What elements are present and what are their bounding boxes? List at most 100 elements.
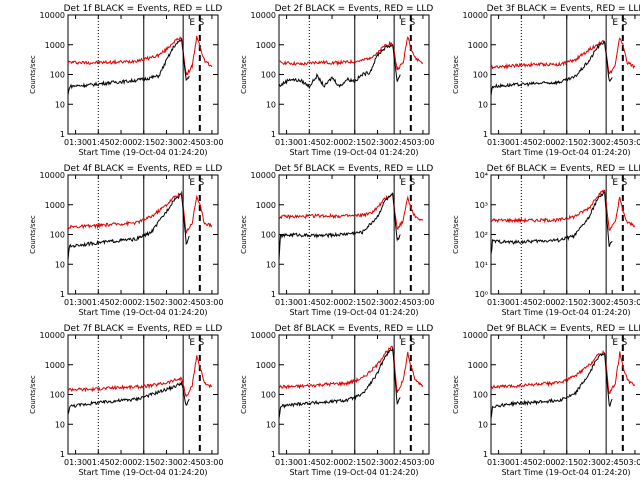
- y-tick-label: 1: [483, 130, 488, 139]
- x-tick-label: 01:45: [510, 138, 533, 147]
- y-tick-label: 1: [60, 130, 65, 139]
- x-tick-label: 01:45: [87, 458, 110, 467]
- marker-label-E: E: [612, 178, 618, 188]
- marker-label-S: S: [409, 18, 415, 28]
- series-black-events: [67, 380, 190, 415]
- y-tick-label: 100: [473, 71, 488, 80]
- x-tick-label: 02:30: [155, 458, 178, 467]
- x-tick-label: 02:45: [178, 138, 201, 147]
- panel-3: Det 3f BLACK = Events, RED = LLD 1 10 100 10…: [452, 4, 640, 157]
- panel-7: Det 7f BLACK = Events, RED = LLD 1 10 100 10…: [29, 324, 223, 477]
- x-tick-label: 02:00: [320, 458, 343, 467]
- x-tick-label: 02:45: [601, 138, 624, 147]
- y-tick-label: 1: [271, 290, 276, 299]
- y-tick-label: 10⁰: [475, 290, 488, 299]
- x-tick-label: 03:00: [200, 458, 223, 467]
- y-tick-label: 10000: [251, 171, 276, 180]
- y-tick-label: 10²: [475, 231, 488, 240]
- x-tick-label: 02:15: [132, 298, 155, 307]
- x-tick-label: 02:00: [532, 138, 555, 147]
- y-tick-label: 1000: [45, 41, 65, 50]
- plot-frame: [490, 174, 640, 295]
- x-tick-label: 03:00: [200, 138, 223, 147]
- y-tick-label: 100: [261, 71, 276, 80]
- plot-frame: [278, 174, 430, 295]
- x-tick-label: 03:00: [411, 458, 434, 467]
- series-red-lld: [490, 189, 636, 231]
- plot-frame: [278, 14, 430, 135]
- y-tick-label: 1: [271, 450, 276, 459]
- x-tick-label: 02:45: [601, 298, 624, 307]
- y-tick-label: 10000: [40, 331, 65, 340]
- y-tick-label: 10⁴: [475, 171, 488, 180]
- x-tick-label: 02:00: [109, 138, 132, 147]
- series-black-events: [67, 193, 190, 261]
- y-tick-label: 1000: [45, 201, 65, 210]
- series-black-events: [278, 192, 401, 261]
- y-tick-label: 100: [261, 391, 276, 400]
- x-tick-label: 02:45: [389, 138, 412, 147]
- chart-title: Det 4f BLACK = Events, RED = LLD: [64, 164, 223, 174]
- series-red-lld: [278, 35, 424, 71]
- x-axis-label: Start Time (19-Oct-04 01:24:20): [289, 308, 418, 317]
- x-tick-label: 01:45: [298, 298, 321, 307]
- x-axis-label: Start Time (19-Oct-04 01:24:20): [501, 468, 630, 477]
- x-tick-label: 01:45: [87, 298, 110, 307]
- y-axis-label: Counts/sec: [240, 375, 248, 414]
- x-tick-label: 02:00: [320, 298, 343, 307]
- y-tick-label: 10000: [463, 331, 488, 340]
- x-tick-label: 02:45: [178, 458, 201, 467]
- y-tick-label: 1000: [468, 41, 488, 50]
- series-black-events: [490, 40, 613, 96]
- marker-label-E: E: [189, 18, 195, 28]
- panel-8: Det 8f BLACK = Events, RED = LLD 1 10 100 10…: [240, 324, 434, 477]
- y-tick-label: 10000: [40, 171, 65, 180]
- x-tick-label: 01:30: [487, 458, 510, 467]
- x-tick-label: 01:45: [298, 458, 321, 467]
- y-tick-label: 10000: [251, 331, 276, 340]
- plot-frame: [67, 14, 219, 135]
- y-axis-label: Counts/sec: [452, 55, 460, 94]
- marker-label-S: S: [198, 338, 204, 348]
- y-tick-label: 1000: [256, 41, 276, 50]
- y-tick-label: 100: [261, 231, 276, 240]
- y-axis-label: Counts/sec: [452, 375, 460, 414]
- x-tick-label: 02:00: [532, 458, 555, 467]
- marker-label-E: E: [189, 178, 195, 188]
- y-tick-label: 10000: [463, 11, 488, 20]
- series-black-events: [67, 38, 190, 96]
- y-tick-label: 10: [478, 100, 488, 109]
- x-tick-label: 01:45: [510, 458, 533, 467]
- series-black-events: [278, 44, 401, 90]
- x-tick-label: 01:30: [275, 298, 298, 307]
- marker-label-E: E: [612, 18, 618, 28]
- y-tick-label: 1: [60, 290, 65, 299]
- plot-frame: [490, 334, 640, 455]
- series-red-lld: [67, 190, 213, 235]
- series-red-lld: [278, 345, 424, 393]
- x-axis-label: Start Time (19-Oct-04 01:24:20): [78, 468, 207, 477]
- x-tick-label: 03:00: [623, 138, 640, 147]
- panel-1: Det 1f BLACK = Events, RED = LLD 1 10 100 10…: [29, 4, 223, 157]
- x-tick-label: 02:30: [578, 458, 601, 467]
- x-tick-label: 02:30: [366, 298, 389, 307]
- y-tick-label: 10¹: [475, 260, 488, 269]
- chart-title: Det 3f BLACK = Events, RED = LLD: [487, 4, 640, 14]
- marker-label-E: E: [400, 338, 406, 348]
- marker-label-S: S: [198, 178, 204, 188]
- x-tick-label: 02:45: [601, 458, 624, 467]
- x-tick-label: 02:00: [532, 298, 555, 307]
- x-tick-label: 02:15: [555, 458, 578, 467]
- x-tick-label: 02:15: [555, 298, 578, 307]
- series-red-lld: [68, 355, 213, 398]
- x-tick-label: 01:30: [64, 458, 87, 467]
- chart-title: Det 8f BLACK = Events, RED = LLD: [275, 324, 434, 334]
- x-tick-label: 01:30: [487, 298, 510, 307]
- y-tick-label: 10: [55, 420, 65, 429]
- marker-label-S: S: [621, 178, 627, 188]
- x-tick-label: 02:15: [343, 138, 366, 147]
- x-tick-label: 01:30: [275, 138, 298, 147]
- y-tick-label: 100: [50, 71, 65, 80]
- y-tick-label: 1000: [256, 201, 276, 210]
